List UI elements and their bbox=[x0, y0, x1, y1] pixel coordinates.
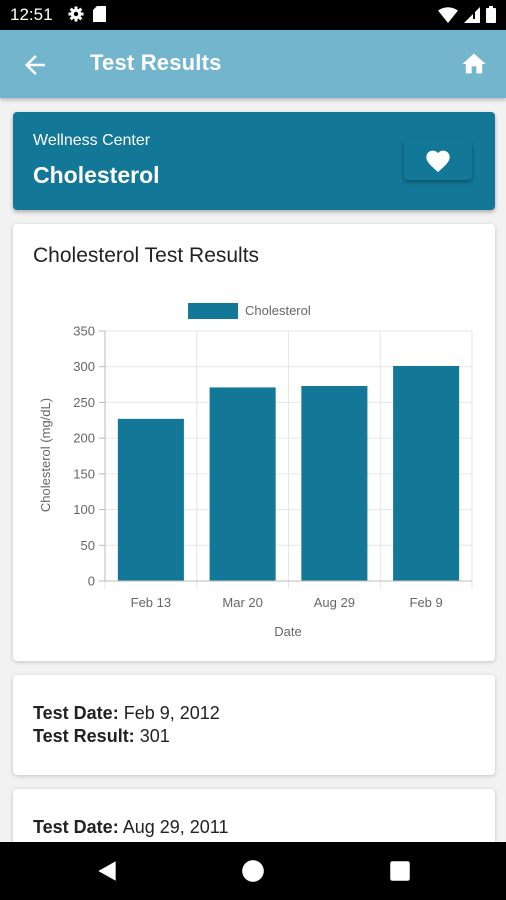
sd-card-icon bbox=[93, 6, 106, 22]
app-bar: Test Results bbox=[0, 30, 506, 98]
home-circle-icon[interactable] bbox=[240, 858, 266, 884]
test-result-value: 301 bbox=[139, 726, 170, 746]
back-triangle-icon[interactable] bbox=[94, 858, 120, 884]
legend-swatch bbox=[188, 303, 238, 319]
x-axis-title: Date bbox=[274, 624, 301, 639]
status-bar: 12:51 bbox=[0, 0, 506, 30]
y-tick-label: 100 bbox=[73, 502, 95, 517]
result-card: Test Date: Feb 9, 2012 Test Result: 301 bbox=[13, 675, 495, 775]
test-date-label: Test Date: bbox=[33, 703, 119, 723]
x-tick-label: Aug 29 bbox=[314, 595, 355, 610]
test-date-value: Aug 29, 2011 bbox=[122, 817, 229, 837]
header-subtitle: Wellness Center bbox=[33, 132, 151, 149]
chart-title: Cholesterol Test Results bbox=[33, 244, 260, 267]
arrow-left-icon[interactable] bbox=[20, 50, 50, 80]
status-left-icons bbox=[68, 6, 106, 22]
header-card: Wellness Center Cholesterol bbox=[13, 112, 495, 210]
legend-label: Cholesterol bbox=[245, 303, 311, 318]
system-nav-bar bbox=[0, 842, 506, 900]
test-date-row: Test Date: Aug 29, 2011 bbox=[33, 817, 228, 838]
test-result-label: Test Result: bbox=[33, 726, 135, 746]
test-date-label: Test Date: bbox=[33, 817, 119, 837]
bar bbox=[301, 386, 368, 581]
recents-square-icon[interactable] bbox=[387, 858, 413, 884]
y-tick-label: 300 bbox=[73, 359, 95, 374]
y-tick-label: 350 bbox=[73, 324, 95, 339]
y-tick-label: 0 bbox=[88, 574, 95, 589]
y-axis-title: Cholesterol (mg/dL) bbox=[38, 398, 53, 512]
y-tick-label: 250 bbox=[73, 395, 95, 410]
x-tick-label: Feb 9 bbox=[410, 595, 443, 610]
page-title: Test Results bbox=[90, 50, 222, 75]
heart-icon bbox=[426, 150, 450, 173]
wifi-icon bbox=[438, 6, 458, 23]
home-icon[interactable] bbox=[460, 50, 488, 78]
header-title: Cholesterol bbox=[33, 162, 160, 188]
favorite-button[interactable] bbox=[404, 140, 472, 180]
cellular-signal-icon bbox=[464, 6, 480, 23]
cholesterol-bar-chart: 0 50 100 150 200 250 300 350 Feb 13 Mar 20 Aug 29 F… bbox=[38, 303, 473, 639]
status-time: 12:51 bbox=[10, 5, 53, 24]
battery-icon bbox=[486, 6, 496, 23]
gear-icon bbox=[68, 6, 84, 22]
x-tick-label: Mar 20 bbox=[222, 595, 262, 610]
test-date-row: Test Date: Feb 9, 2012 bbox=[33, 703, 220, 724]
y-tick-label: 50 bbox=[81, 538, 95, 553]
chart-card: Cholesterol Test Results 0 50 100 150 200 250… bbox=[13, 224, 495, 661]
y-tick-label: 200 bbox=[73, 431, 95, 446]
status-right-icons bbox=[438, 6, 496, 23]
bar bbox=[209, 387, 276, 581]
y-tick-label: 150 bbox=[73, 466, 95, 481]
bar bbox=[393, 366, 460, 581]
bar bbox=[117, 418, 184, 581]
test-result-row: Test Result: 301 bbox=[33, 726, 170, 747]
test-date-value: Feb 9, 2012 bbox=[123, 703, 220, 723]
x-tick-label: Feb 13 bbox=[131, 595, 171, 610]
